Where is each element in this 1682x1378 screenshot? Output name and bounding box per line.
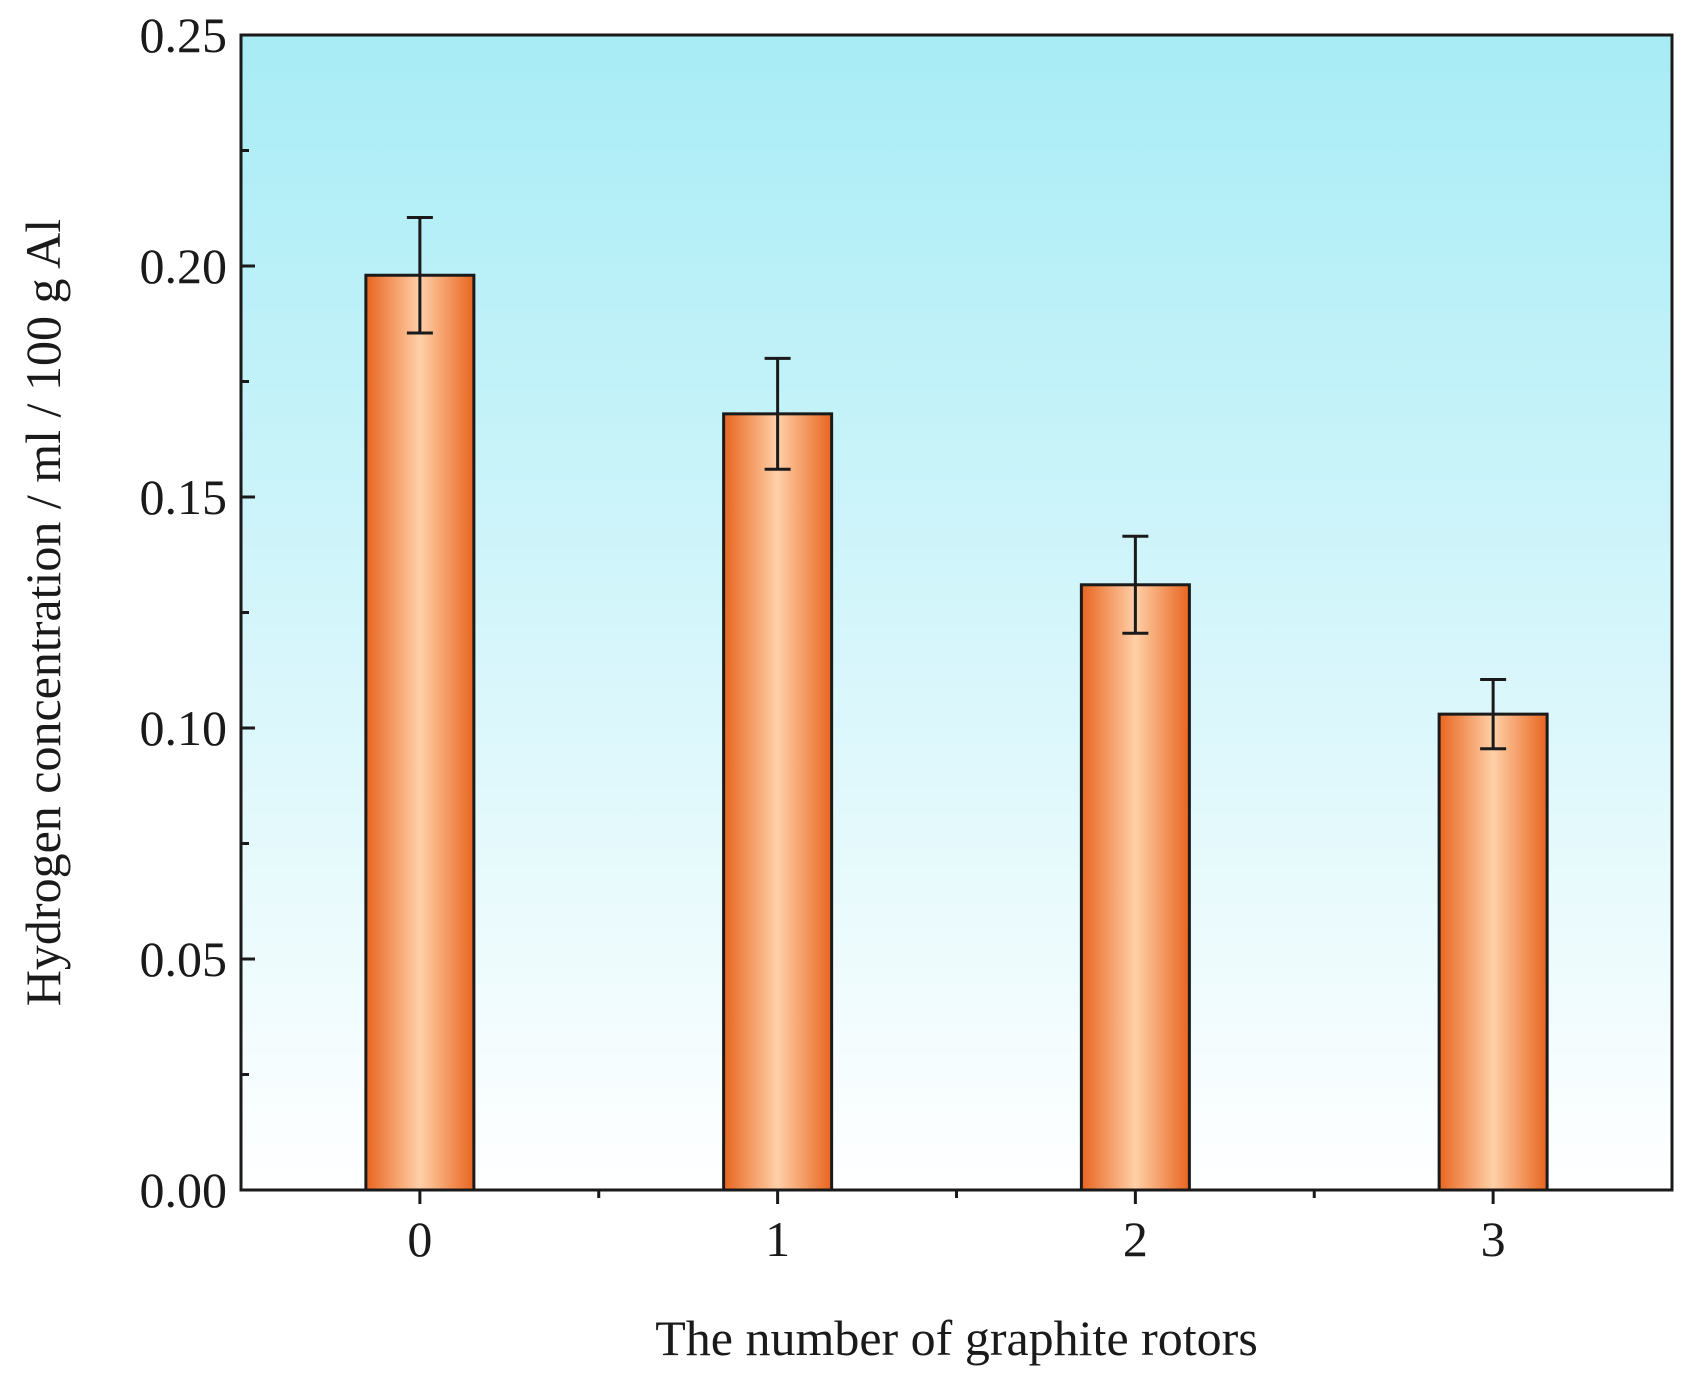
error-bar-1 xyxy=(764,356,791,471)
error-bars xyxy=(406,215,1507,751)
error-bar-2 xyxy=(1122,534,1149,635)
y-tick-label: 0.05 xyxy=(140,931,228,987)
plot-frame xyxy=(239,33,1674,1192)
y-tick-label: 0.20 xyxy=(140,238,228,294)
y-tick-label: 0.15 xyxy=(140,469,228,525)
error-bar-3 xyxy=(1480,677,1507,751)
y-axis-label: Hydrogen concentration / ml / 100 g Al xyxy=(15,219,71,1006)
bars xyxy=(364,273,1549,1192)
bar-1 xyxy=(722,412,834,1192)
y-tick-label: 0.00 xyxy=(140,1162,228,1218)
bar-2 xyxy=(1079,583,1191,1192)
bar-3 xyxy=(1437,712,1549,1192)
y-tick-label: 0.10 xyxy=(140,700,228,756)
axes: 0.00 0.05 0.10 0.15 0.20 0.25 0 1 2 3 xyxy=(140,7,1506,1267)
x-tick-label-3: 3 xyxy=(1481,1211,1506,1267)
x-tick-label-1: 1 xyxy=(765,1211,790,1267)
x-tick-label-2: 2 xyxy=(1123,1211,1148,1267)
plot-background xyxy=(241,35,1672,1190)
x-axis-label: The number of graphite rotors xyxy=(655,1310,1258,1366)
bar-0 xyxy=(364,273,476,1192)
x-tick-label-0: 0 xyxy=(407,1211,432,1267)
error-bar-0 xyxy=(406,215,433,335)
y-tick-label: 0.25 xyxy=(140,7,228,63)
